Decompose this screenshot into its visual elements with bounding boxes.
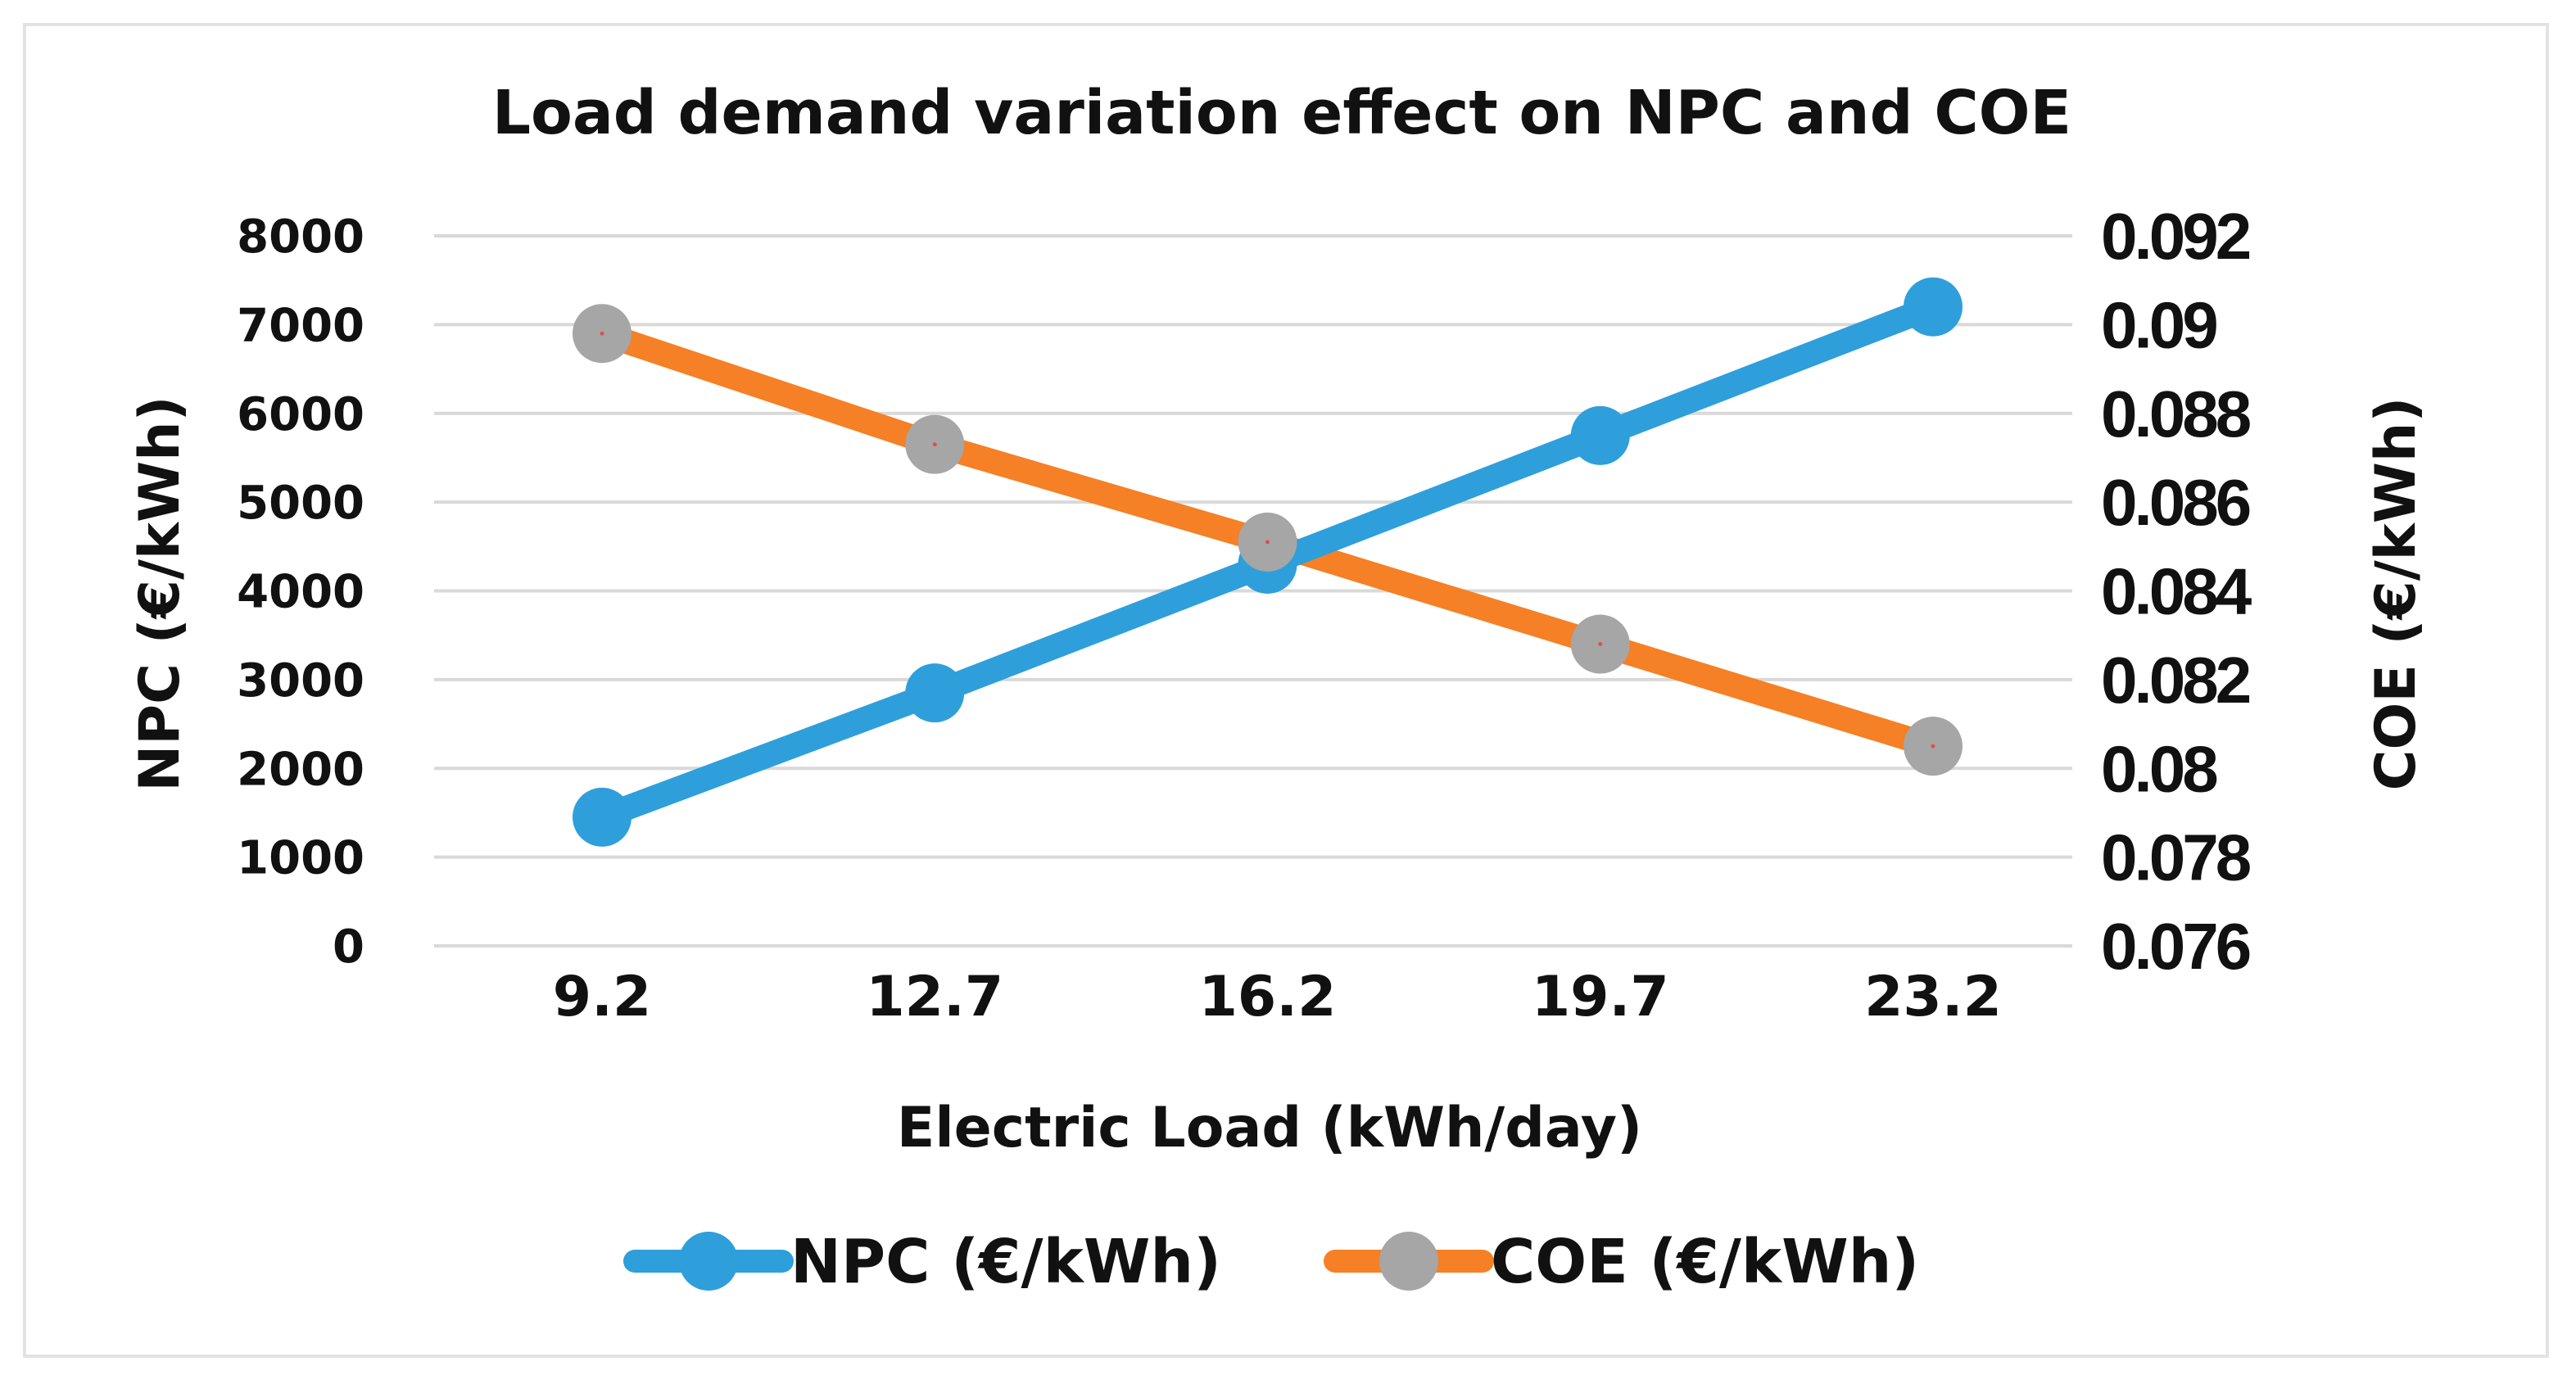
y-right-tick-label: 0.086: [2101, 466, 2250, 539]
y-left-tick-label: 0: [333, 920, 364, 974]
y-right-tick-label: 0.078: [2101, 821, 2251, 894]
coe-data-point-center: [932, 442, 937, 447]
y-left-tick-label: 5000: [237, 477, 364, 530]
legend-swatch-marker: [679, 1232, 738, 1291]
x-axis-title: Electric Load (kWh/day): [897, 1096, 1642, 1160]
y-left-tick-label: 7000: [237, 299, 364, 352]
x-tick-label: 12.7: [866, 965, 1003, 1029]
y-right-tick-label: 0.092: [2101, 200, 2250, 273]
chart-frame: [23, 23, 2549, 1358]
coe-data-point-center: [600, 331, 604, 336]
npc-data-point: [905, 663, 965, 723]
y-right-tick-label: 0.09: [2101, 288, 2216, 361]
y-left-tick-label: 6000: [237, 388, 364, 441]
x-tick-label: 9.2: [553, 965, 651, 1029]
y-axis-left-title: NPC (€/kWh): [128, 396, 192, 791]
y-right-tick-label: 0.088: [2101, 378, 2251, 450]
y-left-tick-label: 3000: [237, 654, 364, 708]
left-axis-ticks: 0 1000 2000 3000 4000 5000 6000 7000 8000: [237, 210, 364, 974]
y-left-tick-label: 8000: [237, 210, 364, 264]
y-axis-right-title: COE (€/kWh): [2364, 397, 2429, 791]
legend: NPC (€/kWh) COE (€/kWh): [623, 1227, 1919, 1297]
legend-label: COE (€/kWh): [1491, 1227, 1919, 1297]
npc-data-point: [573, 787, 632, 847]
coe-data-point-center: [1265, 540, 1270, 545]
chart-title: Load demand variation effect on NPC and …: [492, 78, 2071, 148]
y-left-tick-label: 1000: [237, 832, 364, 885]
y-right-tick-label: 0.084: [2101, 555, 2252, 628]
npc-data-point: [1570, 405, 1630, 465]
x-tick-label: 19.7: [1532, 965, 1669, 1029]
gridlines: [434, 234, 2072, 948]
right-axis-ticks: 0.076 0.078 0.08 0.082 0.084 0.086 0.088 0.09 0.…: [2101, 200, 2256, 983]
y-right-tick-label: 0.082: [2101, 644, 2250, 717]
legend-label: NPC (€/kWh): [790, 1227, 1221, 1297]
y-left-tick-label: 2000: [237, 743, 364, 796]
y-right-tick-label: 0.076: [2101, 910, 2250, 983]
y-left-tick-label: 4000: [237, 566, 364, 619]
y-right-tick-label: 0.08: [2101, 732, 2217, 805]
coe-data-point-center: [1598, 642, 1603, 647]
coe-data-point-center: [1931, 744, 1935, 749]
x-axis-ticks: 9.2 12.7 16.2 19.7 23.2: [553, 965, 2002, 1029]
x-tick-label: 16.2: [1199, 965, 1337, 1029]
series-layer: [573, 277, 1963, 847]
legend-swatch-marker: [1379, 1232, 1438, 1291]
x-tick-label: 23.2: [1864, 965, 2002, 1029]
npc-data-point: [1904, 277, 1963, 337]
